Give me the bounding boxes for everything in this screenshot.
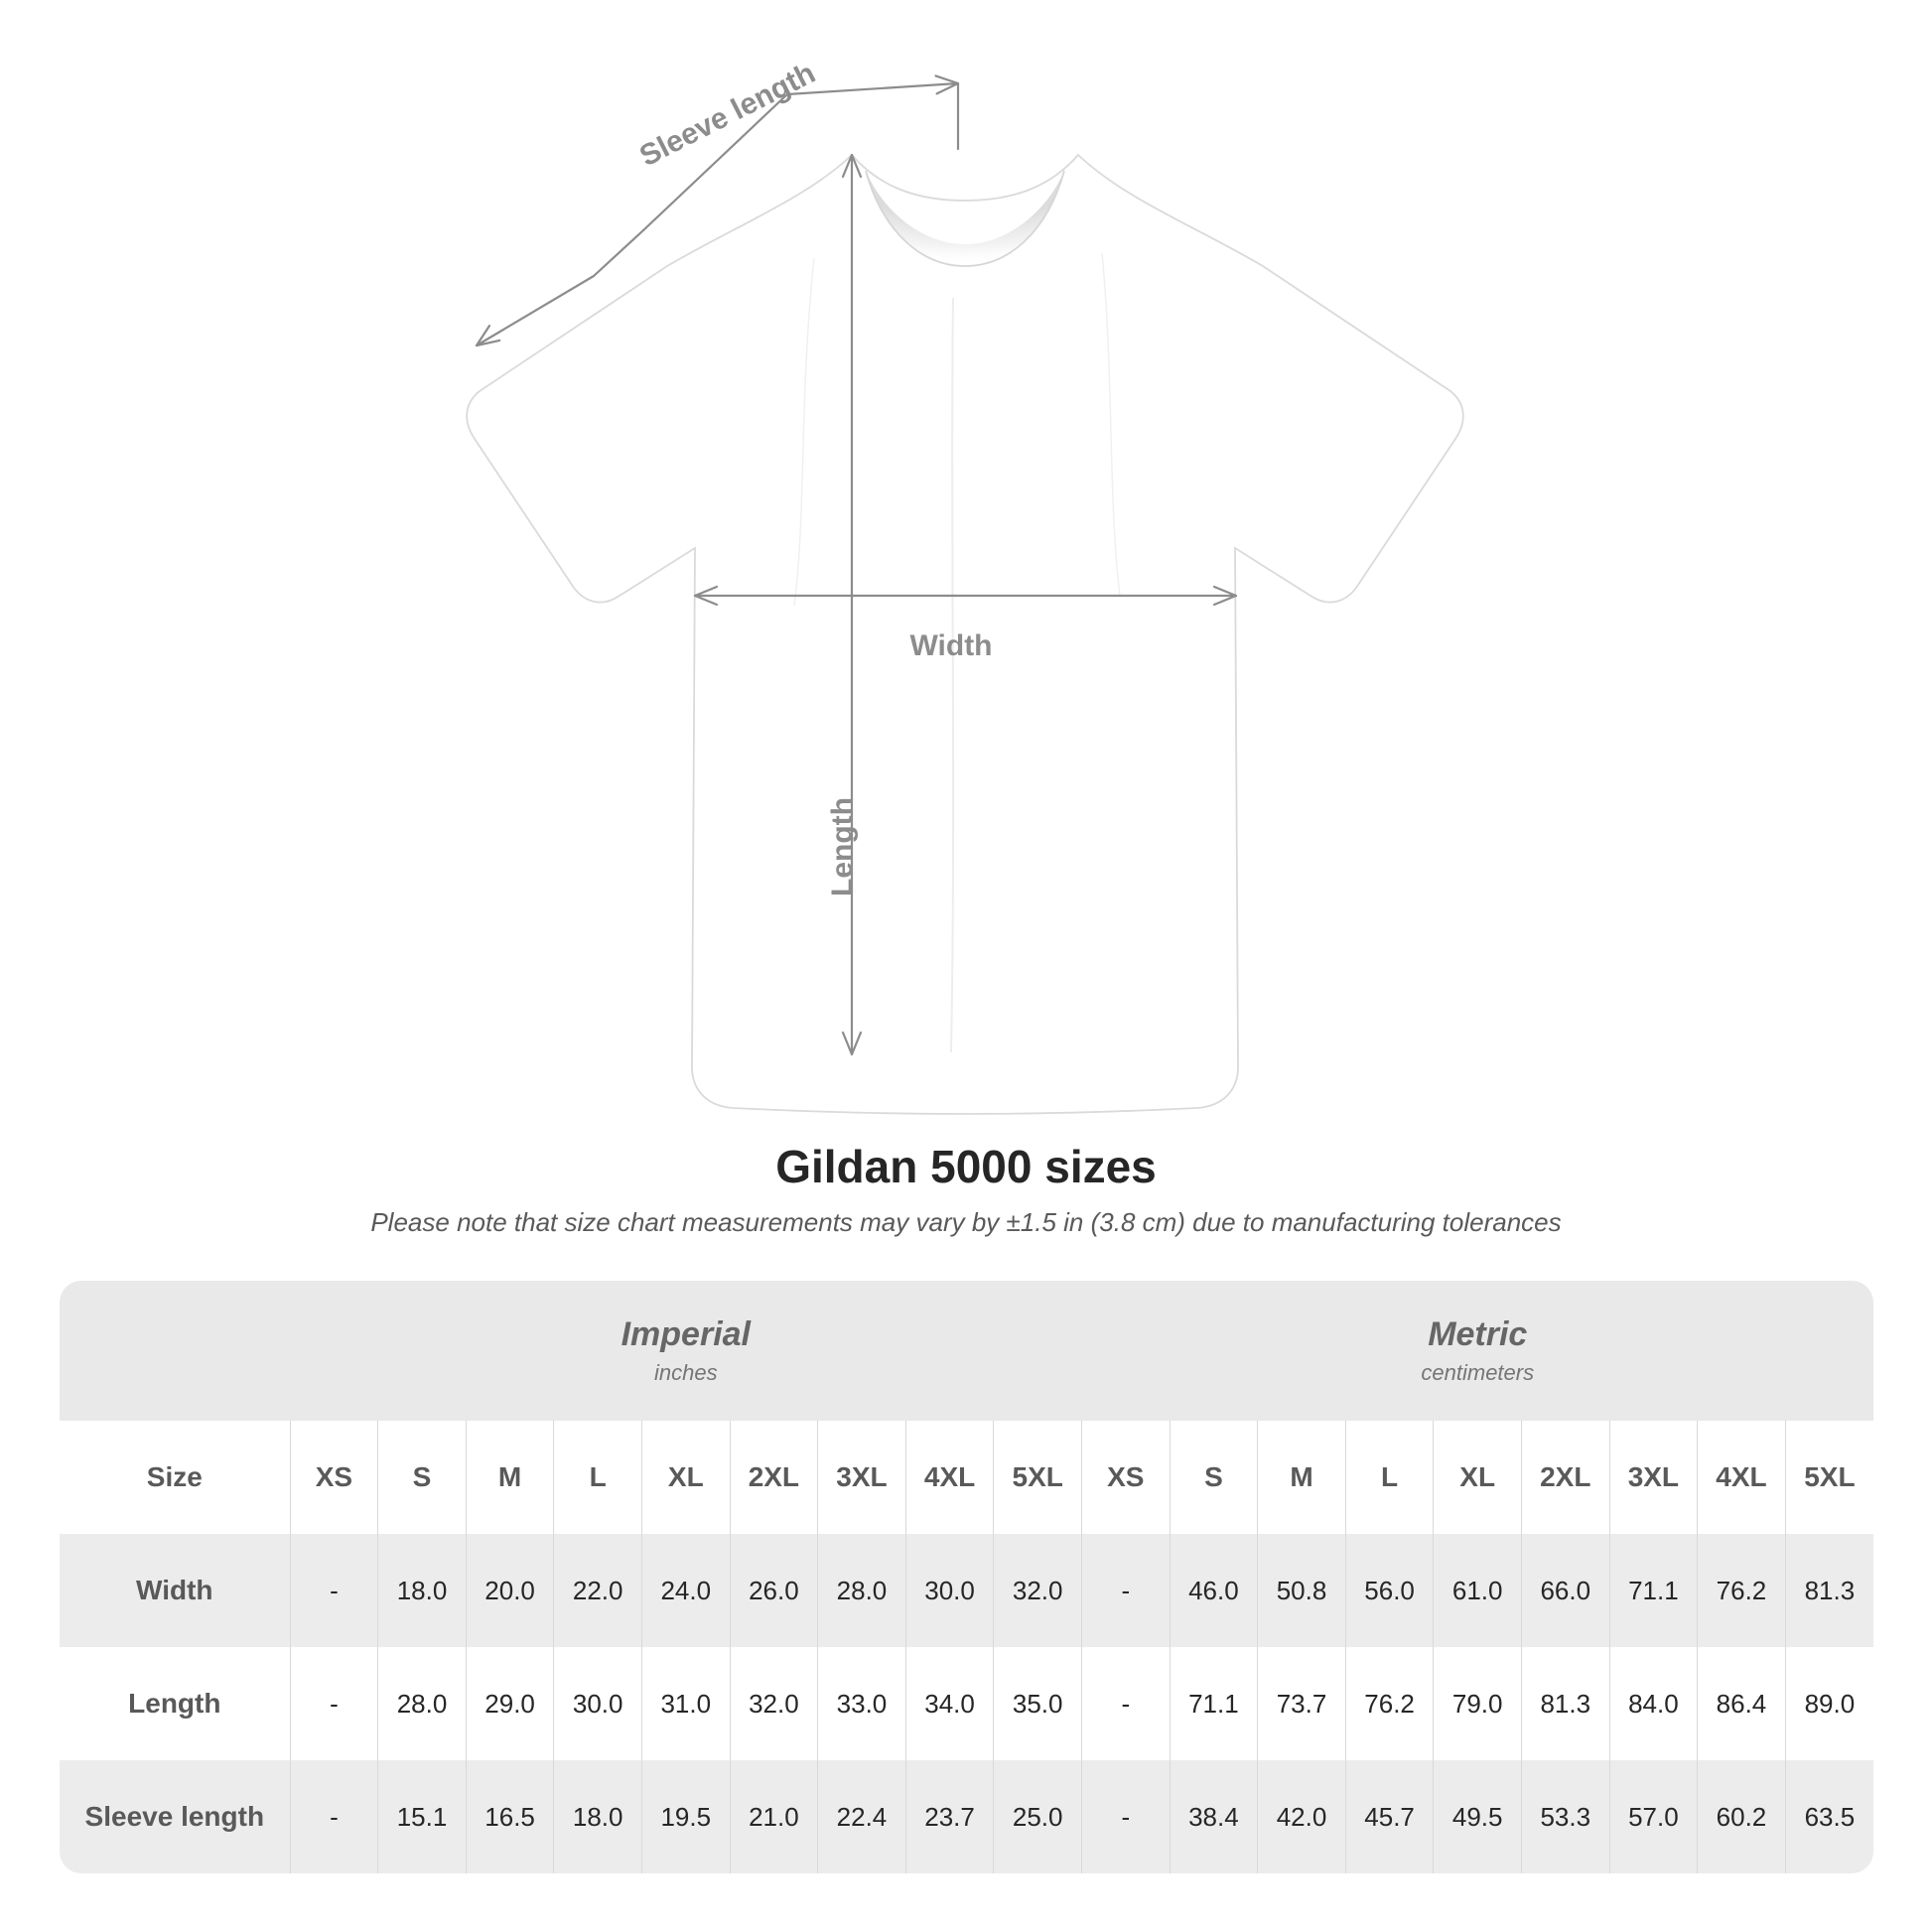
svg-text:Width: Width (909, 629, 992, 662)
svg-text:Length: Length (826, 797, 859, 897)
svg-text:Sleeve length: Sleeve length (634, 57, 820, 173)
